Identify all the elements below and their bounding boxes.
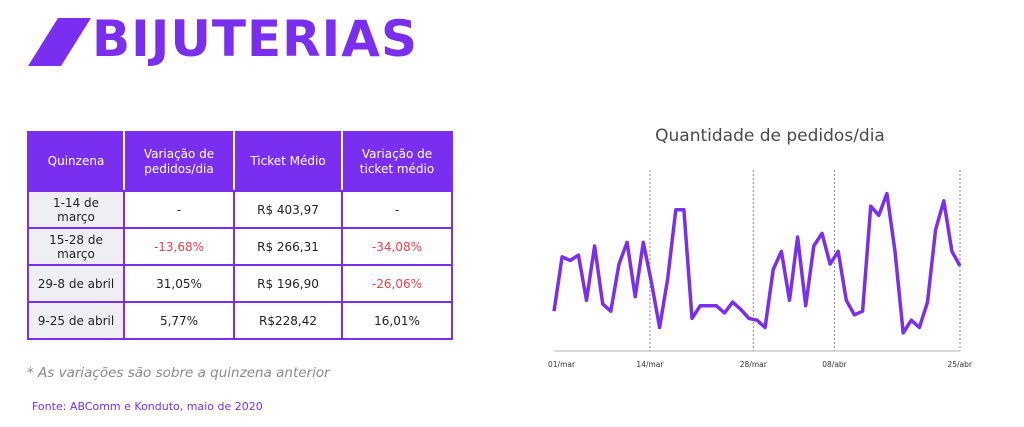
row-ticket: R$ 266,31 [233,227,343,266]
chart-title: Quantidade de pedidos/dia [655,126,885,146]
row-var-ticket: -34,08% [341,227,453,266]
row-ticket: R$228,42 [233,301,343,340]
page-title: BIJUTERIAS [92,10,418,68]
x-tick-label: 01/mar [548,360,576,369]
x-tick-label: 25/abr [947,360,972,369]
footnote: * As variações são sobre a quinzena ante… [27,365,330,381]
table-row: 15-28 de março -13,68% R$ 266,31 -34,08% [27,227,453,266]
row-var-pedidos: 5,77% [123,301,235,340]
summary-table: Quinzena Variação de pedidos/dia Ticket … [27,131,453,340]
table-row: 1-14 de março - R$ 403,97 - [27,190,453,229]
row-quinzena: 29-8 de abril [27,264,125,303]
header-quinzena: Quinzena [27,131,125,192]
table-row: 29-8 de abril 31,05% R$ 196,90 -26,06% [27,264,453,303]
header-var-ticket: Variação de ticket médio [341,131,453,192]
row-var-ticket: 16,01% [341,301,453,340]
line-chart: 01/mar 14/mar 28/mar 08/abr 25/abr [548,170,973,369]
header-var-pedidos: Variação de pedidos/dia [123,131,235,192]
row-var-ticket: - [341,190,453,229]
row-ticket: R$ 196,90 [233,264,343,303]
series-line-pedidos [552,191,962,335]
x-tick-label: 08/abr [822,360,847,369]
row-quinzena: 1-14 de março [27,190,125,229]
row-var-ticket: -26,06% [341,264,453,303]
table-header-row: Quinzena Variação de pedidos/dia Ticket … [27,131,453,192]
brand-logo: BIJUTERIAS [28,10,418,70]
source-citation: Fonte: ABComm e Konduto, maio de 2020 [32,400,263,413]
logo-slash-icon [28,18,91,66]
table-row: 9-25 de abril 5,77% R$228,42 16,01% [27,301,453,340]
x-tick-label: 14/mar [636,360,664,369]
row-var-pedidos: -13,68% [123,227,235,266]
row-var-pedidos: 31,05% [123,264,235,303]
x-tick-label: 28/mar [740,360,768,369]
row-quinzena: 9-25 de abril [27,301,125,340]
header-ticket: Ticket Médio [233,131,343,192]
row-var-pedidos: - [123,190,235,229]
row-quinzena: 15-28 de março [27,227,125,266]
row-ticket: R$ 403,97 [233,190,343,229]
